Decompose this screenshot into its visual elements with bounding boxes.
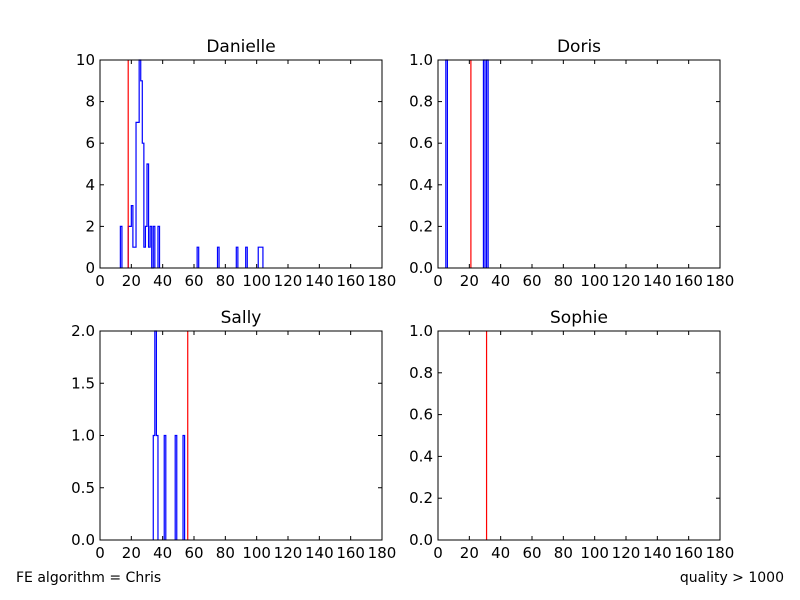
- y-tick-label: 2.0: [71, 322, 95, 340]
- x-tick-label: 80: [554, 544, 573, 562]
- x-tick-label: 160: [336, 544, 365, 562]
- x-tick-label: 140: [643, 272, 672, 290]
- y-tick-label: 2: [85, 217, 95, 235]
- histogram-bin: [149, 247, 151, 268]
- x-tick-label: 160: [674, 272, 703, 290]
- x-tick-label: 140: [305, 272, 334, 290]
- histogram-outline: [445, 59, 489, 268]
- histogram-outline: [152, 330, 186, 540]
- histogram-bin: [138, 122, 140, 268]
- y-tick-label: 10: [76, 51, 95, 69]
- histogram-bin: [134, 247, 136, 268]
- x-tick-label: 40: [153, 272, 172, 290]
- y-tick-label: 6: [85, 134, 95, 152]
- x-tick-label: 0: [433, 272, 443, 290]
- footnote-algorithm: FE algorithm = Chris: [16, 570, 162, 586]
- x-tick-label: 80: [216, 544, 235, 562]
- x-tick-label: 180: [368, 272, 397, 290]
- x-tick-label: 60: [522, 544, 541, 562]
- y-tick-label: 0.8: [409, 364, 433, 382]
- x-tick-label: 60: [184, 544, 203, 562]
- x-tick-label: 120: [274, 544, 303, 562]
- x-tick-label: 0: [95, 544, 105, 562]
- y-tick-label: 0.5: [71, 479, 95, 497]
- x-tick-label: 120: [612, 544, 641, 562]
- subplot-title: Doris: [557, 37, 601, 57]
- x-tick-label: 100: [242, 272, 271, 290]
- y-tick-label: 0.8: [409, 93, 433, 111]
- x-tick-label: 100: [242, 544, 271, 562]
- subplot-sally: Sally 0 20 40 60 80 100 120 140 160 180 0.0 0.5 1.0 1.…: [71, 308, 396, 562]
- x-tick-label: 100: [580, 544, 609, 562]
- x-tick-label: 0: [433, 544, 443, 562]
- histogram-bin: [260, 247, 262, 268]
- footnote-quality: quality > 1000: [679, 570, 784, 586]
- y-tick-label: 0.6: [409, 406, 433, 424]
- histogram-bin: [130, 226, 132, 268]
- subplot-doris: Doris 0 20 40 60 80 100 120 140 160 180 0.0 0.2 0.4 0.…: [409, 37, 734, 290]
- x-tick-label: 140: [305, 544, 334, 562]
- x-tick-label: 160: [674, 544, 703, 562]
- x-tick-label: 40: [491, 272, 510, 290]
- x-tick-label: 60: [184, 272, 203, 290]
- y-tick-label: 0.4: [409, 176, 433, 194]
- subplot-title: Sophie: [550, 308, 608, 328]
- subplot-title: Danielle: [206, 37, 275, 57]
- subplot-danielle: Danielle 0 20 40 60 80 100 120 140 160 180 0 2 4 6 8 10: [76, 37, 396, 290]
- x-tick-label: 40: [153, 544, 172, 562]
- x-tick-label: 120: [612, 272, 641, 290]
- x-tick-label: 20: [460, 544, 479, 562]
- y-tick-label: 0.0: [409, 531, 433, 549]
- y-tick-label: 0.0: [409, 259, 433, 277]
- axes-frame: [99, 330, 383, 541]
- y-tick-label: 0.6: [409, 134, 433, 152]
- x-tick-label: 80: [216, 272, 235, 290]
- y-tick-label: 1.0: [409, 51, 433, 69]
- histogram-outline: [119, 59, 264, 269]
- x-tick-label: 20: [460, 272, 479, 290]
- x-tick-label: 40: [491, 544, 510, 562]
- y-tick-label: 0.4: [409, 447, 433, 465]
- subplot-sophie: Sophie 0 20 40 60 80 100 120 140 160 180 0.0 0.2 0.4 0…: [409, 308, 734, 562]
- y-tick-label: 0.2: [409, 217, 433, 235]
- y-tick-label: 0.2: [409, 489, 433, 507]
- x-tick-label: 60: [522, 272, 541, 290]
- y-tick-label: 8: [85, 93, 95, 111]
- subplot-title: Sally: [221, 308, 262, 328]
- histogram-bin: [144, 247, 146, 268]
- histogram-bin: [133, 247, 135, 268]
- y-tick-label: 0: [85, 259, 95, 277]
- axes-frame: [99, 59, 383, 269]
- x-tick-label: 180: [706, 544, 735, 562]
- x-tick-label: 80: [554, 272, 573, 290]
- y-tick-label: 1.0: [409, 322, 433, 340]
- x-tick-label: 120: [274, 272, 303, 290]
- x-tick-label: 20: [122, 544, 141, 562]
- x-tick-label: 20: [122, 272, 141, 290]
- x-tick-label: 0: [95, 272, 105, 290]
- axes-frame: [437, 59, 721, 269]
- x-tick-label: 180: [706, 272, 735, 290]
- y-tick-label: 4: [85, 176, 95, 194]
- axes-frame: [437, 330, 721, 541]
- y-tick-label: 1.0: [71, 427, 95, 445]
- x-tick-label: 140: [643, 544, 672, 562]
- x-tick-label: 160: [336, 272, 365, 290]
- y-tick-label: 0.0: [71, 531, 95, 549]
- y-tick-label: 1.5: [71, 374, 95, 392]
- x-tick-label: 100: [580, 272, 609, 290]
- x-tick-label: 180: [368, 544, 397, 562]
